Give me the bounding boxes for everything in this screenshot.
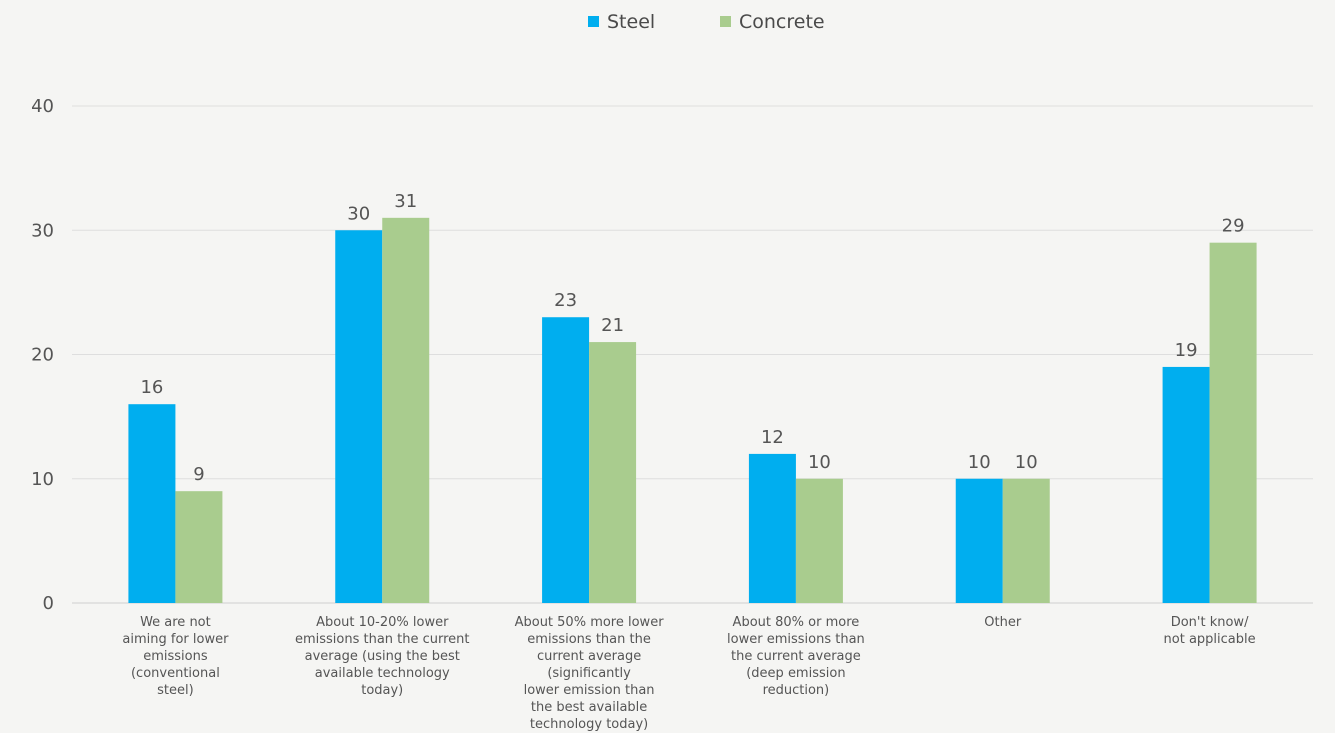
bar-concrete-3 [795,478,843,603]
x-category-label: About 10-20% lower emissions than the cu… [294,615,470,698]
data-label-concrete-5: 29 [1222,216,1245,237]
y-axis-ticks: 0 10 20 30 40 [31,96,54,614]
data-label-concrete-1: 31 [394,191,417,212]
legend-swatch-concrete [720,16,731,27]
x-category-label: Other [984,615,1022,630]
data-label-steel-3: 12 [761,427,784,448]
legend-swatch-steel [588,16,599,27]
bars [128,217,1257,604]
bar-concrete-0 [175,491,223,603]
bar-concrete-1 [382,217,430,603]
y-tick-label: 10 [31,469,54,490]
x-category-label: Don't know/ not applicable [1163,615,1256,647]
legend-label-concrete: Concrete [739,11,825,33]
bar-concrete-2 [589,342,637,603]
x-category-label: About 80% or more lower emissions than t… [727,615,865,698]
y-tick-label: 20 [31,345,54,366]
bar-steel-3 [748,453,796,603]
data-label-steel-1: 30 [347,203,370,224]
data-label-steel-4: 10 [968,452,991,473]
data-label-concrete-0: 9 [193,464,204,485]
y-tick-label: 30 [31,220,54,241]
bar-steel-0 [128,404,176,603]
data-label-steel-5: 19 [1175,340,1198,361]
data-labels: 16 9 30 31 23 21 12 10 10 10 19 29 [140,191,1244,485]
bar-steel-5 [1162,366,1210,603]
legend: Steel Concrete [588,11,825,33]
y-tick-label: 0 [43,593,54,614]
bar-steel-2 [542,317,590,603]
bar-steel-1 [335,230,383,603]
x-category-label: About 50% more lower emissions than the … [514,615,664,732]
bar-concrete-5 [1209,242,1257,604]
data-label-steel-2: 23 [554,290,577,311]
data-label-concrete-2: 21 [601,315,624,336]
x-category-label: We are not aiming for lower emissions (c… [122,615,229,698]
data-label-concrete-3: 10 [808,452,831,473]
bar-steel-4 [955,478,1003,603]
gridlines [72,105,1313,604]
data-label-steel-0: 16 [140,377,163,398]
bar-concrete-4 [1002,478,1050,603]
legend-label-steel: Steel [607,11,655,33]
y-tick-label: 40 [31,96,54,117]
data-label-concrete-4: 10 [1015,452,1038,473]
